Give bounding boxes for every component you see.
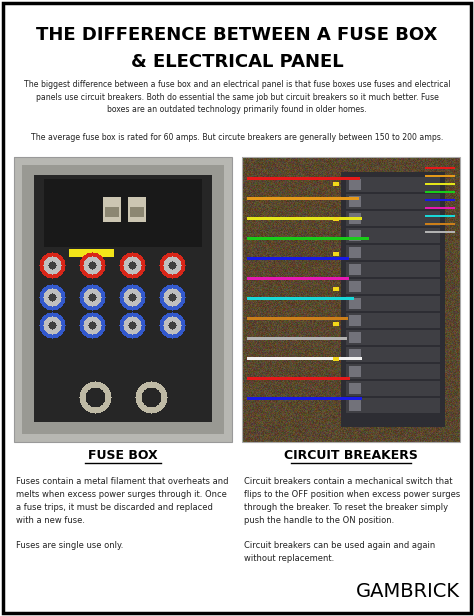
Text: CIRCUIT BREAKERS: CIRCUIT BREAKERS (284, 449, 418, 462)
FancyBboxPatch shape (3, 3, 471, 613)
Text: THE DIFFERENCE BETWEEN A FUSE BOX: THE DIFFERENCE BETWEEN A FUSE BOX (36, 26, 438, 44)
Text: FUSE BOX: FUSE BOX (88, 449, 158, 462)
Text: The biggest difference between a fuse box and an electrical panel is that fuse b: The biggest difference between a fuse bo… (24, 79, 450, 115)
Text: & ELECTRICAL PANEL: & ELECTRICAL PANEL (131, 53, 343, 71)
Text: The average fuse box is rated for 60 amps. But circute breakers are generally be: The average fuse box is rated for 60 amp… (31, 132, 443, 142)
Text: GAMBRICK: GAMBRICK (356, 582, 460, 601)
Text: Circuit breakers contain a mechanical switch that
flips to the OFF position when: Circuit breakers contain a mechanical sw… (244, 477, 460, 563)
Text: Fuses contain a metal filament that overheats and
melts when excess power surges: Fuses contain a metal filament that over… (16, 477, 228, 550)
